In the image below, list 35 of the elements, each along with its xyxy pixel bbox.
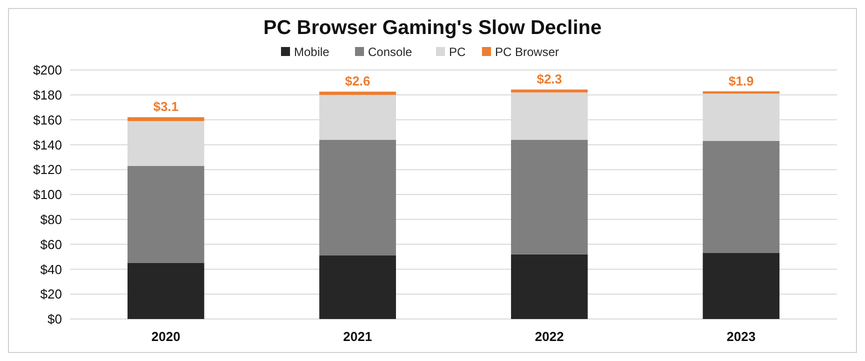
y-tick-label: $140 [33,137,62,152]
y-tick-label: $200 [33,62,62,78]
bar [511,254,588,319]
y-tick-label: $100 [33,187,62,202]
bar [319,256,396,319]
y-tick-label: $60 [40,236,62,252]
y-tick-label: $120 [33,162,62,178]
bar [319,92,396,95]
y-tick-label: $80 [40,212,62,227]
bar [128,262,204,319]
y-tick-label: $0 [48,312,62,327]
y-tick-label: $20 [40,286,62,302]
legend-label: Console [368,45,412,59]
bar [128,166,204,263]
x-tick-label: 2020 [151,329,180,344]
bar [702,140,780,254]
x-tick-label: 2023 [726,329,756,344]
y-tick-label: $160 [33,112,62,128]
bar [702,253,780,319]
y-tick-label: $40 [40,262,62,277]
legend-label: PC [449,45,466,59]
bar [511,90,588,92]
data-label: $3.1 [153,99,179,114]
bar [319,140,396,256]
bar [511,140,588,254]
bar [128,117,204,122]
legend-label: Mobile [294,45,330,59]
x-tick-label: 2021 [343,329,372,344]
data-label: $2.3 [536,72,562,87]
x-tick-label: 2022 [534,329,564,344]
legend-label: PC Browser [495,45,560,59]
chart-title: PC Browser Gaming's Slow Decline [263,17,602,39]
y-tick-label: $180 [33,87,62,102]
data-label: $1.9 [728,73,754,88]
data-label: $2.6 [344,74,370,89]
